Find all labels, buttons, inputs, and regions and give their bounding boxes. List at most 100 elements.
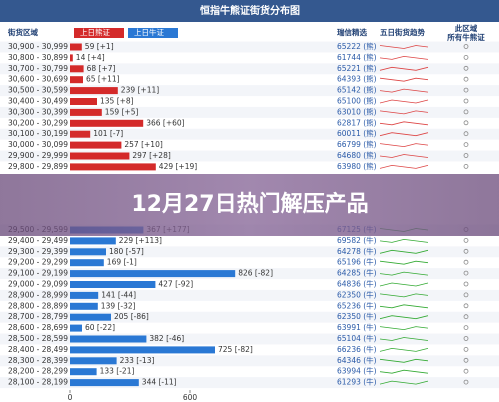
bar-label: 60 [-22] xyxy=(85,323,115,332)
trend xyxy=(379,380,429,385)
search-icon xyxy=(463,325,469,331)
code: 63010 (熊) xyxy=(337,106,377,116)
header: 瑞信精选 xyxy=(337,27,367,37)
range: 29,100 - 29,199 xyxy=(8,269,68,278)
code: 65100 (熊) xyxy=(337,96,377,106)
search-icon xyxy=(463,109,469,115)
search-icon xyxy=(463,237,469,243)
search-icon xyxy=(463,142,469,148)
bar xyxy=(70,237,116,245)
tick-label: 600 xyxy=(183,393,198,402)
trend xyxy=(379,66,429,71)
range: 29,900 - 29,999 xyxy=(8,151,68,160)
range: 29,300 - 29,399 xyxy=(8,247,68,256)
code: 65142 (熊) xyxy=(337,85,377,95)
trend xyxy=(379,337,429,341)
code: 63980 (熊) xyxy=(337,161,377,171)
code: 63991 (牛) xyxy=(337,322,377,332)
trend xyxy=(379,260,429,265)
range: 30,700 - 30,799 xyxy=(8,64,68,73)
bar xyxy=(70,259,104,267)
row-stripe xyxy=(0,246,499,258)
code: 65104 (牛) xyxy=(337,333,377,343)
bar xyxy=(70,270,236,278)
search-icon xyxy=(463,346,469,352)
row-stripe xyxy=(0,63,499,75)
range: 30,500 - 30,599 xyxy=(8,86,68,95)
bar-label: 826 [-82] xyxy=(238,269,273,278)
search-icon xyxy=(463,87,469,93)
trend xyxy=(379,154,429,158)
code: 64285 (牛) xyxy=(337,268,377,278)
search-icon xyxy=(463,314,469,320)
search-icon xyxy=(463,98,469,104)
bar xyxy=(70,54,73,62)
row-stripe xyxy=(0,268,499,280)
range: 28,700 - 28,799 xyxy=(8,312,68,321)
search-icon xyxy=(463,368,469,374)
bar xyxy=(70,152,130,160)
code: 69582 (牛) xyxy=(337,235,377,245)
search-icon xyxy=(463,270,469,276)
trend xyxy=(379,293,429,298)
bar xyxy=(70,87,118,95)
trend xyxy=(379,77,429,82)
bar-label: 429 [+19] xyxy=(159,162,197,171)
trend xyxy=(379,164,429,169)
bar xyxy=(70,108,102,116)
bear-key xyxy=(74,28,124,38)
bar-label: 366 [+60] xyxy=(146,118,184,127)
search-icon xyxy=(463,120,469,126)
range: 30,400 - 30,499 xyxy=(8,97,68,106)
trend xyxy=(379,326,429,331)
range: 28,600 - 28,699 xyxy=(8,323,68,332)
range: 28,800 - 28,899 xyxy=(8,301,68,310)
code: 66236 (牛) xyxy=(337,344,377,354)
search-icon xyxy=(463,259,469,265)
row-stripe xyxy=(0,85,499,97)
bar xyxy=(70,324,82,332)
code: 63994 (牛) xyxy=(337,366,377,376)
code: 65196 (牛) xyxy=(337,257,377,267)
bar xyxy=(70,248,106,256)
bar-label: 427 [-92] xyxy=(158,280,193,289)
header: 所有牛熊证 xyxy=(447,32,485,42)
bar-label: 139 [-32] xyxy=(101,301,136,310)
code: 62350 (牛) xyxy=(337,289,377,299)
code: 65222 (熊) xyxy=(337,41,377,51)
bar-label: 257 [+10] xyxy=(124,140,162,149)
search-icon xyxy=(463,163,469,169)
trend xyxy=(379,249,429,254)
code: 60011 (熊) xyxy=(337,128,377,138)
bar-label: 141 [-44] xyxy=(101,290,136,299)
range: 30,600 - 30,699 xyxy=(8,75,68,84)
bar xyxy=(70,281,156,288)
tick-label: 0 xyxy=(68,393,73,402)
search-icon xyxy=(463,281,469,287)
trend xyxy=(379,88,429,93)
row-stripe xyxy=(0,41,499,53)
trend xyxy=(379,347,429,352)
trend xyxy=(379,358,429,363)
row-stripe xyxy=(0,311,499,323)
row-stripe xyxy=(0,377,499,389)
range: 28,300 - 28,399 xyxy=(8,356,68,365)
bar-label: 159 [+5] xyxy=(105,107,139,116)
header: 此区域 xyxy=(455,23,478,33)
bar xyxy=(70,335,147,343)
range: 29,000 - 29,099 xyxy=(8,280,68,289)
header: 上日牛证 xyxy=(134,27,164,37)
bar xyxy=(70,368,97,376)
trend xyxy=(379,315,429,320)
bar-label: 180 [-57] xyxy=(109,247,144,256)
bar-label: 725 [-82] xyxy=(218,345,253,354)
rows: 30,900 - 30,999 59 [+1] 65222 (熊) 30,800 - … xyxy=(0,41,499,402)
range: 30,300 - 30,399 xyxy=(8,107,68,116)
range: 29,400 - 29,499 xyxy=(8,236,68,245)
range: 28,500 - 28,599 xyxy=(8,334,68,343)
bar-label: 65 [+11] xyxy=(86,75,120,84)
code: 65236 (牛) xyxy=(337,300,377,310)
trend xyxy=(379,121,429,126)
search-icon xyxy=(463,65,469,71)
